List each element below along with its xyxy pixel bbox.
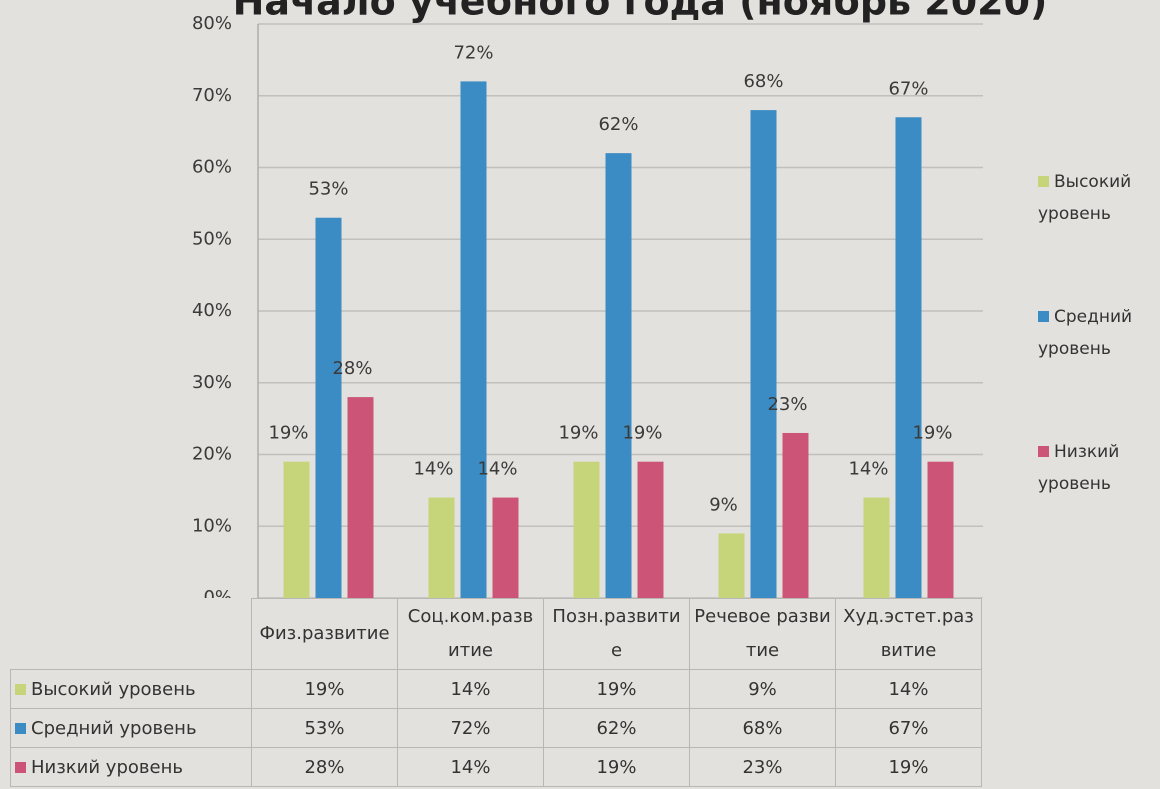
legend-swatch (1038, 446, 1049, 457)
legend-label: Средний уровень (1038, 307, 1133, 359)
x-tick-label: Позн.развитие (543, 598, 690, 670)
x-tick-label: Соц.ком.развитие (397, 598, 544, 670)
table-row: Низкий уровень 28% 14% 19% 23% 19% (10, 747, 982, 787)
legend-swatch (1038, 311, 1049, 322)
table-cell: 53% (251, 708, 398, 748)
bar (927, 461, 954, 598)
table-cell: 14% (397, 747, 544, 787)
table-cell: 14% (835, 669, 982, 709)
data-table: Физ.развитие Соц.ком.развитие Позн.развити… (10, 598, 982, 787)
data-label: 14% (413, 459, 453, 480)
bar (428, 497, 455, 598)
bar (750, 110, 777, 598)
table-cell: 9% (689, 669, 836, 709)
data-label: 72% (453, 42, 493, 63)
data-label: 14% (477, 459, 517, 480)
y-tick-label: 70% (192, 85, 232, 106)
y-tick-label: 0% (203, 587, 232, 598)
series-name: Низкий уровень (31, 756, 183, 778)
series-name: Средний уровень (31, 717, 197, 739)
table-cell: 72% (397, 708, 544, 748)
x-tick-label: Речевое развитие (689, 598, 836, 670)
legend-item: Низкий уровень (1038, 436, 1158, 500)
data-label: 68% (743, 71, 783, 92)
legend-item: Высокий уровень (1038, 166, 1158, 230)
table-cell: 14% (397, 669, 544, 709)
y-tick-label: 80% (192, 13, 232, 34)
data-label: 53% (308, 179, 348, 200)
y-tick-label: 50% (192, 228, 232, 249)
bar (460, 81, 487, 598)
legend-label: Низкий уровень (1038, 442, 1120, 494)
bar (315, 217, 342, 598)
data-label: 19% (622, 423, 662, 444)
data-label: 19% (912, 423, 952, 444)
table-row-header: Средний уровень (10, 708, 252, 748)
data-label: 19% (558, 423, 598, 444)
bar (863, 497, 890, 598)
table-cell: 68% (689, 708, 836, 748)
table-cell: 62% (543, 708, 690, 748)
bar (782, 432, 809, 598)
legend-swatch (15, 761, 26, 773)
table-cell: 23% (689, 747, 836, 787)
bar (718, 533, 745, 598)
y-tick-label: 60% (192, 157, 232, 178)
legend-item: Средний уровень (1038, 301, 1158, 365)
data-label: 14% (848, 459, 888, 480)
bar (573, 461, 600, 598)
table-cell: 19% (835, 747, 982, 787)
y-tick-label: 10% (192, 515, 232, 536)
y-tick-label: 40% (192, 300, 232, 321)
table-cell: 19% (251, 669, 398, 709)
data-label: 62% (598, 114, 638, 135)
bar (492, 497, 519, 598)
data-label: 28% (332, 358, 372, 379)
table-header-row: Физ.развитие Соц.ком.развитие Позн.развити… (10, 598, 982, 670)
chart: Начало учебного года (ноябрь 2020) 0% 10%… (192, 0, 1048, 598)
series-name: Высокий уровень (31, 678, 196, 700)
y-tick-label: 20% (192, 444, 232, 465)
bar (637, 461, 664, 598)
table-row-header: Низкий уровень (10, 747, 252, 787)
data-label: 67% (888, 78, 928, 99)
legend-swatch (15, 683, 26, 695)
bar (605, 153, 632, 598)
bar (347, 397, 374, 598)
bar (283, 461, 310, 598)
table-row: Средний уровень 53% 72% 62% 68% 67% (10, 708, 982, 748)
bar (895, 117, 922, 598)
x-tick-label: Худ.эстет.развитие (835, 598, 982, 670)
table-row: Высокий уровень 19% 14% 19% 9% 14% (10, 669, 982, 709)
chart-title: Начало учебного года (ноябрь 2020) (233, 0, 1048, 24)
table-cell: 28% (251, 747, 398, 787)
y-tick-label: 30% (192, 372, 232, 393)
table-cell: 19% (543, 747, 690, 787)
table-row-header: Высокий уровень (10, 669, 252, 709)
legend-label: Высокий уровень (1038, 172, 1132, 224)
legend-swatch (15, 722, 26, 734)
x-tick-label: Физ.развитие (251, 598, 398, 670)
table-corner (10, 598, 252, 670)
data-label: 9% (709, 494, 738, 515)
legend-swatch (1038, 176, 1049, 187)
data-label: 23% (767, 394, 807, 415)
data-label: 19% (268, 423, 308, 444)
table-cell: 67% (835, 708, 982, 748)
table-cell: 19% (543, 669, 690, 709)
